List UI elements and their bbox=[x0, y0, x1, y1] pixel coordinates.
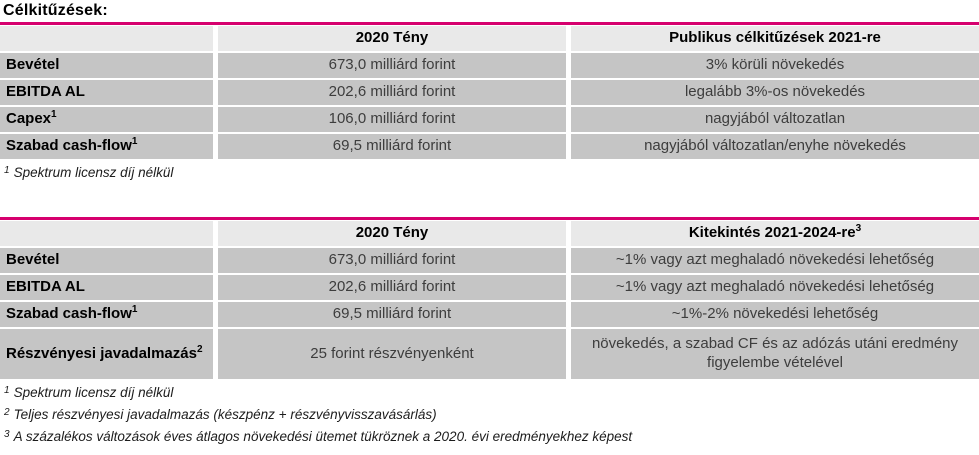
footnotes-table-2: 1 Spektrum licensz díj nélkül 2 Teljes rés… bbox=[0, 379, 979, 446]
fact-value-cell: 69,5 milliárd forint bbox=[218, 134, 566, 159]
row-label: EBITDA AL bbox=[6, 83, 85, 101]
row-label-cell: Részvényesi javadalmazás 2 bbox=[0, 329, 213, 380]
header-cell-empty bbox=[0, 221, 213, 247]
row-label: EBITDA AL bbox=[6, 278, 85, 296]
footnote-marker: 1 bbox=[4, 164, 10, 176]
footnote-marker: 1 bbox=[4, 384, 10, 396]
fact-value-cell: 106,0 milliárd forint bbox=[218, 107, 566, 132]
footnote-text: Teljes részvényesi javadalmazás (készpén… bbox=[13, 407, 437, 423]
outlook-value-cell: nagyjából változatlan/enyhe növekedés bbox=[571, 134, 979, 159]
row-label-cell: Bevétel bbox=[0, 53, 213, 78]
fact-value-cell: 202,6 milliárd forint bbox=[218, 275, 566, 301]
footnote-marker: 2 bbox=[4, 406, 10, 418]
table-grid: 2020 Tény Kitekintés 2021-2024-re 3 Bevét… bbox=[0, 221, 979, 380]
header-label: 2020 Tény bbox=[355, 29, 429, 47]
header-cell-2020-fact: 2020 Tény bbox=[218, 26, 566, 51]
outlook-value-cell: ~1%-2% növekedési lehetőség bbox=[571, 302, 979, 328]
accent-line-top bbox=[0, 22, 979, 25]
fact-value-cell: 673,0 milliárd forint bbox=[218, 248, 566, 274]
row-label: Részvényesi javadalmazás bbox=[6, 344, 197, 362]
row-label: Capex bbox=[6, 110, 52, 128]
fact-value-cell: 202,6 milliárd forint bbox=[218, 80, 566, 105]
accent-line-top bbox=[0, 217, 979, 221]
row-label: Bevétel bbox=[6, 251, 60, 269]
row-label-cell: EBITDA AL bbox=[0, 275, 213, 301]
outlook-2021-2024-table: 2020 Tény Kitekintés 2021-2024-re 3 Bevét… bbox=[0, 217, 979, 446]
footnote: 2 Teljes részvényesi javadalmazás (készpé… bbox=[4, 405, 979, 424]
header-label: Kitekintés 2021-2024-re bbox=[688, 224, 856, 242]
outlook-value-cell: legalább 3%-os növekedés bbox=[571, 80, 979, 105]
outlook-value-cell: nagyjából változatlan bbox=[571, 107, 979, 132]
header-cell-2020-fact: 2020 Tény bbox=[218, 221, 566, 247]
row-label-cell: EBITDA AL bbox=[0, 80, 213, 105]
row-label-cell: Capex 1 bbox=[0, 107, 213, 132]
row-label: Szabad cash-flow bbox=[6, 305, 132, 323]
fact-value-cell: 673,0 milliárd forint bbox=[218, 53, 566, 78]
row-label: Bevétel bbox=[6, 56, 60, 74]
footnote-text: A százalékos változások éves átlagos növ… bbox=[13, 429, 633, 445]
header-label: Publikus célkitűzések 2021-re bbox=[669, 29, 881, 47]
public-targets-2021-table: 2020 Tény Publikus célkitűzések 2021-re … bbox=[0, 22, 979, 182]
row-label-cell: Szabad cash-flow 1 bbox=[0, 134, 213, 159]
footnote: 1 Spektrum licensz díj nélkül bbox=[4, 383, 979, 402]
footnotes-table-1: 1 Spektrum licensz díj nélkül bbox=[0, 159, 979, 182]
row-label-cell: Szabad cash-flow 1 bbox=[0, 302, 213, 328]
row-label-cell: Bevétel bbox=[0, 248, 213, 274]
header-label: 2020 Tény bbox=[355, 224, 429, 242]
row-label: Szabad cash-flow bbox=[6, 137, 132, 155]
header-cell-outlook: Kitekintés 2021-2024-re 3 bbox=[571, 221, 979, 247]
footnote-marker: 3 bbox=[4, 428, 10, 440]
header-cell-empty bbox=[0, 26, 213, 51]
fact-value-cell: 25 forint részvényenként bbox=[218, 329, 566, 380]
header-cell-outlook: Publikus célkitűzések 2021-re bbox=[571, 26, 979, 51]
outlook-value-cell: növekedés, a szabad CF és az adózás után… bbox=[571, 329, 979, 380]
footnote: 1 Spektrum licensz díj nélkül bbox=[4, 163, 979, 182]
outlook-value-cell: 3% körüli növekedés bbox=[571, 53, 979, 78]
footnote-text: Spektrum licensz díj nélkül bbox=[13, 165, 174, 180]
fact-value-cell: 69,5 milliárd forint bbox=[218, 302, 566, 328]
outlook-value-cell: ~1% vagy azt meghaladó növekedési lehető… bbox=[571, 275, 979, 301]
footnote-text: Spektrum licensz díj nélkül bbox=[13, 385, 174, 401]
page-title: Célkitűzések: bbox=[3, 2, 108, 19]
table-grid: 2020 Tény Publikus célkitűzések 2021-re … bbox=[0, 26, 979, 159]
outlook-value-cell: ~1% vagy azt meghaladó növekedési lehető… bbox=[571, 248, 979, 274]
